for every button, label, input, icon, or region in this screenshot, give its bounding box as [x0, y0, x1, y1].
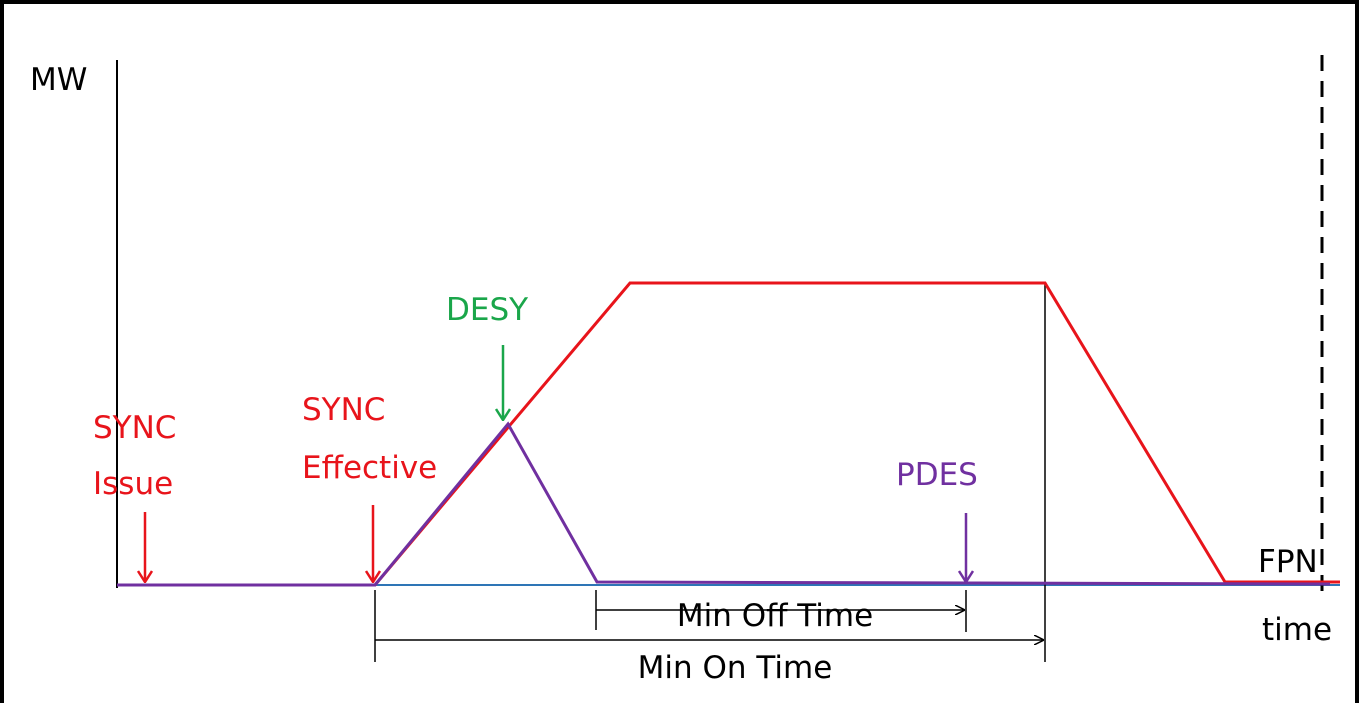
- sync-issue-label: Issue: [93, 466, 173, 502]
- x-label: time: [1262, 612, 1332, 648]
- purple-profile: [117, 421, 1331, 587]
- sync-effective-label: SYNC: [302, 392, 385, 428]
- fpn-label: FPN: [1258, 544, 1318, 580]
- min-on-label: Min On Time: [638, 650, 833, 686]
- sync-issue-label: SYNC: [93, 410, 176, 446]
- desy-label: DESY: [446, 292, 528, 328]
- pdes-label: PDES: [896, 457, 978, 493]
- red-profile: [117, 281, 1340, 587]
- min-off-label: Min Off Time: [677, 598, 873, 634]
- sync-effective-label: Effective: [302, 450, 437, 486]
- y-label: MW: [30, 62, 87, 98]
